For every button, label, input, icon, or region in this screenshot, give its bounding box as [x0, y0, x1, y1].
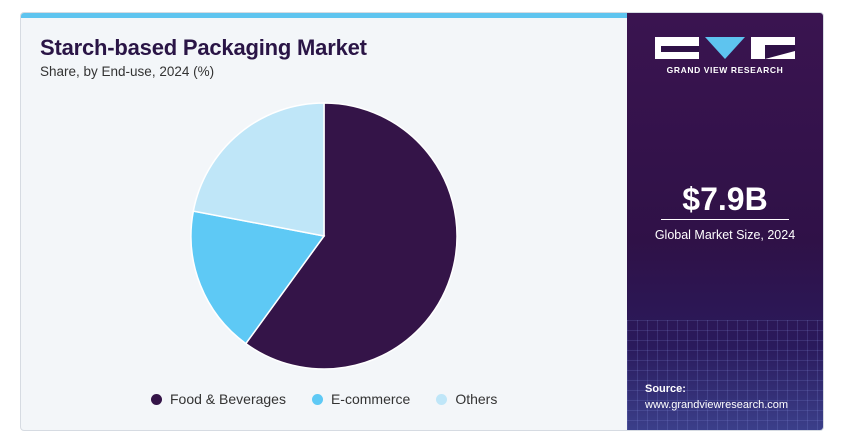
legend-swatch	[311, 393, 323, 405]
logo-mark-right-icon	[751, 37, 795, 59]
legend-swatch	[436, 393, 448, 405]
chart-legend: Food & Beverages E-commerce Others	[151, 391, 523, 407]
legend-item-e-commerce: E-commerce	[311, 391, 411, 407]
brand-name: GRAND VIEW RESEARCH	[666, 65, 784, 75]
legend-swatch	[151, 393, 162, 405]
pie-slice-others	[192, 102, 325, 237]
legend-label: Food & Beverages	[170, 391, 286, 407]
logo-mark-left-icon	[655, 37, 699, 59]
pie-slice-food-beverages	[244, 102, 458, 370]
logo-mark-triangle-icon	[705, 37, 745, 59]
chart-panel: Starch-based Packaging Market Share, by …	[21, 13, 627, 430]
chart-title: Starch-based Packaging Market	[40, 35, 367, 60]
pie-slice-e-commerce	[190, 210, 326, 345]
chart-subtitle: Share, by End-use, 2024 (%)	[40, 64, 215, 79]
legend-label: E-commerce	[330, 391, 411, 407]
brand-logo: GRAND VIEW RESEARCH	[655, 37, 795, 75]
pie-chart	[190, 102, 458, 370]
source-label: Source:	[645, 383, 686, 395]
grid-decoration	[627, 320, 823, 430]
legend-label: Others	[455, 391, 498, 407]
chart-card: Starch-based Packaging Market Share, by …	[20, 12, 824, 431]
market-size-label: Global Market Size, 2024	[654, 228, 796, 242]
source-url[interactable]: www.grandviewresearch.com	[645, 399, 789, 411]
accent-bar	[21, 13, 627, 18]
legend-item-food-beverages: Food & Beverages	[151, 391, 286, 407]
logo-marks	[655, 37, 795, 59]
info-panel: GRAND VIEW RESEARCH $7.9B Global Market …	[627, 13, 823, 430]
market-size-value: $7.9B	[682, 181, 768, 217]
legend-item-others: Others	[436, 391, 497, 407]
stat-divider	[661, 219, 789, 220]
